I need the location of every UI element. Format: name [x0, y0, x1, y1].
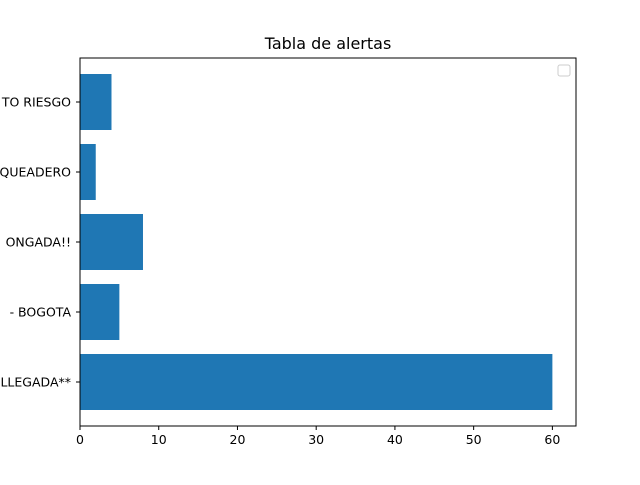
x-tick-label-1: 10 [151, 432, 167, 447]
y-tick-label-0: LLEGADA** [0, 375, 71, 390]
bar-0 [80, 354, 553, 410]
bar-1 [80, 284, 120, 340]
y-tick-label-1: - BOGOTA [10, 305, 72, 320]
x-tick-label-4: 40 [387, 432, 403, 447]
y-tick-label-3: QUEADERO [0, 165, 71, 180]
bars-group [80, 74, 553, 410]
x-axis: 0 10 20 30 40 50 60 [76, 426, 560, 447]
y-tick-label-2: ONGADA!! [6, 235, 71, 250]
x-tick-label-0: 0 [76, 432, 84, 447]
legend-box [557, 64, 571, 77]
x-tick-label-2: 20 [230, 432, 246, 447]
bar-2 [80, 214, 143, 270]
bar-4 [80, 74, 112, 130]
x-tick-label-3: 30 [308, 432, 324, 447]
bar-3 [80, 144, 96, 200]
y-tick-label-4: TO RIESGO [1, 95, 71, 110]
chart-title: Tabla de alertas [264, 34, 392, 53]
x-tick-label-6: 60 [544, 432, 560, 447]
x-tick-label-5: 50 [466, 432, 482, 447]
plot-frame [79, 57, 577, 427]
y-axis: LLEGADA** - BOGOTA ONGADA!! QUEADERO TO RIES… [0, 95, 80, 390]
